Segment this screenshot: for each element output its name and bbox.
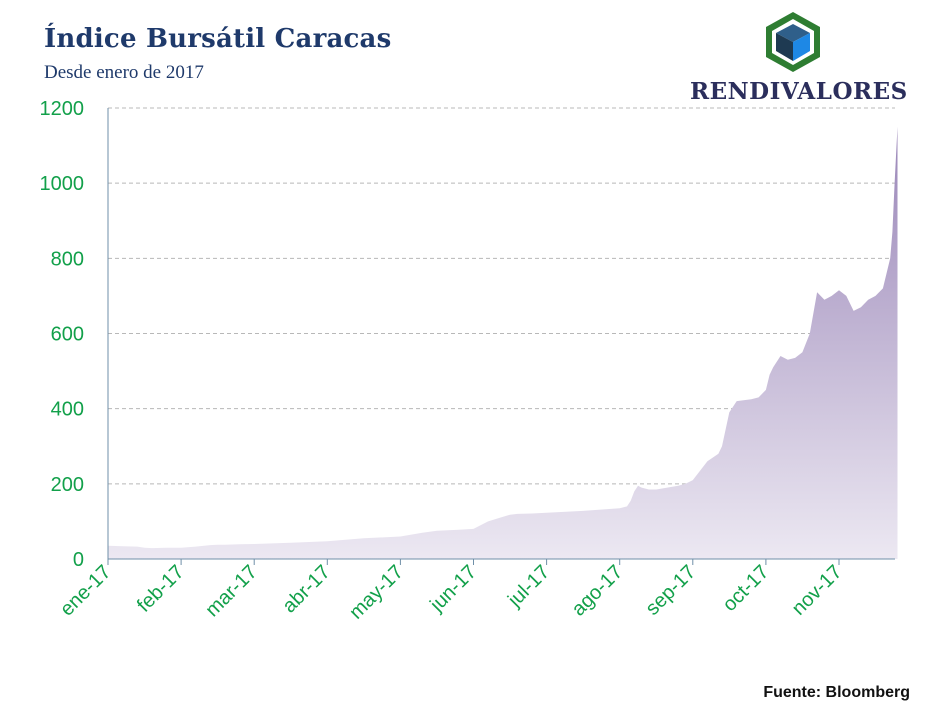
x-tick-label: ago-17 [568, 561, 628, 621]
grid-lines [108, 107, 895, 485]
x-tick-label: oct-17 [719, 561, 774, 616]
y-tick-label: 1000 [40, 173, 85, 195]
x-tick-label: jul-17 [503, 561, 554, 612]
y-tick-label: 200 [51, 474, 84, 496]
index-area-series [108, 126, 898, 560]
x-tick-label: feb-17 [133, 561, 189, 617]
chart-title: Índice Bursátil Caracas [44, 24, 392, 54]
x-tick-label: abr-17 [278, 561, 334, 617]
x-tick-label: nov-17 [788, 561, 847, 620]
x-tick-label: sep-17 [642, 561, 701, 620]
logo-text: RENDIVALORES [690, 78, 908, 105]
y-tick-label: 800 [51, 248, 84, 270]
axes [107, 108, 895, 565]
y-tick-label: 600 [51, 324, 84, 346]
cube-hexagon-icon [766, 12, 820, 72]
y-tick-label: 1200 [40, 98, 85, 120]
y-tick-label: 400 [51, 399, 84, 421]
x-tick-label: mar-17 [201, 561, 261, 621]
x-tick-label: jun-17 [425, 561, 481, 617]
source-note: Fuente: Bloomberg [763, 684, 910, 701]
x-tick-label: ene-17 [56, 561, 116, 621]
y-tick-label: 0 [73, 549, 84, 571]
company-logo: RENDIVALORES [690, 10, 908, 105]
chart-subtitle: Desde enero de 2017 [44, 62, 204, 83]
y-tick-labels: 0 200 400 600 800 1000 1200 [40, 98, 85, 571]
x-tick-label: may-17 [345, 561, 408, 624]
x-tick-labels: ene-17 feb-17 mar-17 abr-17 may-17 jun-17 jul-… [56, 561, 847, 624]
